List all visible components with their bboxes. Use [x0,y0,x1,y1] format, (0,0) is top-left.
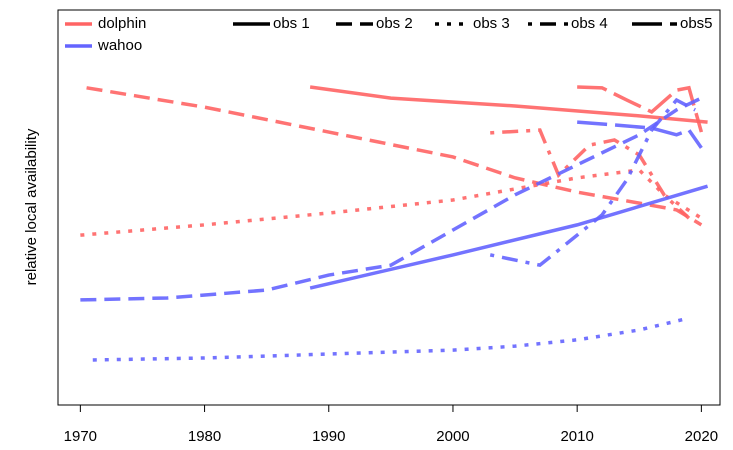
y-axis-label: relative local availability [23,128,40,285]
x-tick-label: 1970 [64,428,97,445]
legend-label: obs 3 [473,15,510,32]
plot-frame [57,9,721,406]
series-line [489,97,696,268]
series-line [86,86,703,227]
legend-label: obs 4 [571,15,608,32]
x-tick-label: 1980 [188,428,221,445]
series-line [490,128,691,220]
legend-label: dolphin [98,15,146,32]
legend-label: obs 1 [273,15,310,32]
x-tick-label: 2020 [685,428,718,445]
series-line [80,96,703,302]
series-line [577,120,703,149]
x-tick-label: 1990 [312,428,345,445]
legend-label: obs 2 [376,15,413,32]
legend-label: wahoo [97,37,142,54]
series-line [92,316,690,362]
series-line [309,184,709,290]
series-line [80,168,703,237]
series-line [309,85,708,124]
x-tick-label: 2000 [436,428,469,445]
series-line [577,85,704,133]
legend-label: obs5 [680,15,713,32]
x-tick-label: 2010 [560,428,593,445]
